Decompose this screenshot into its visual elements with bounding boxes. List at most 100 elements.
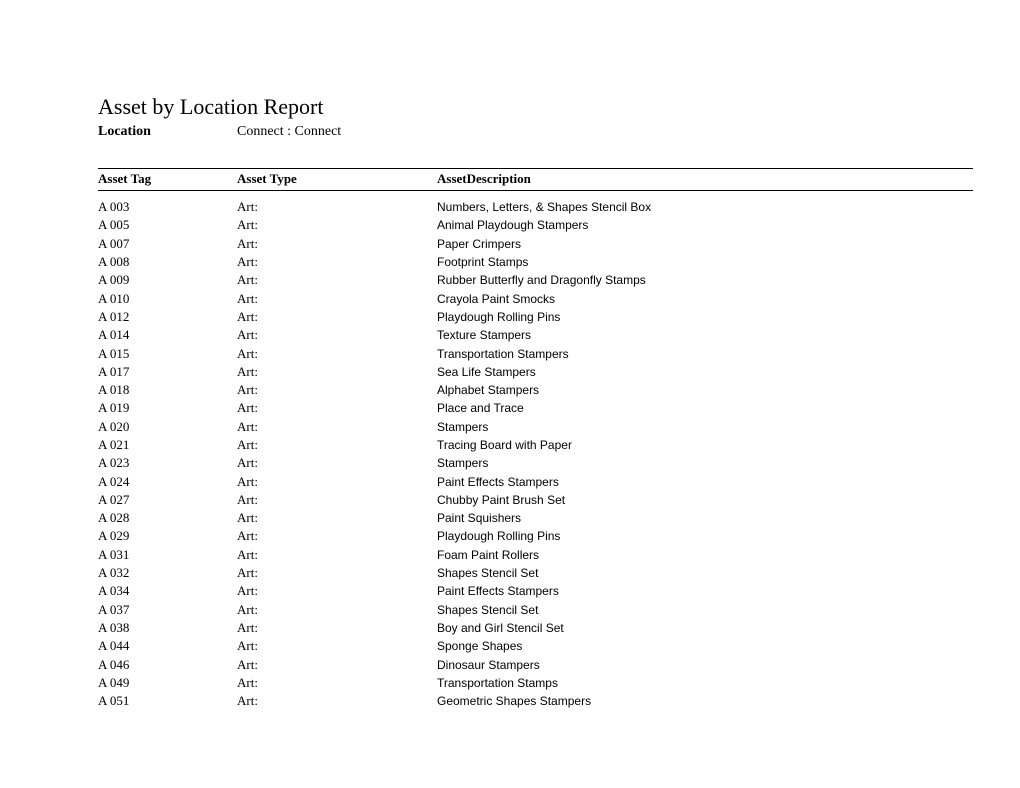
cell-asset-description: Sea Life Stampers bbox=[437, 365, 973, 379]
cell-asset-tag: A 020 bbox=[98, 419, 237, 435]
cell-asset-description: Stampers bbox=[437, 456, 973, 470]
cell-asset-description: Stampers bbox=[437, 420, 973, 434]
table-row: A 023Art:Stampers bbox=[98, 454, 973, 472]
cell-asset-description: Dinosaur Stampers bbox=[437, 658, 973, 672]
table-row: A 046Art:Dinosaur Stampers bbox=[98, 655, 973, 673]
location-value: Connect : Connect bbox=[237, 124, 341, 140]
cell-asset-tag: A 029 bbox=[98, 528, 237, 544]
table-row: A 027Art:Chubby Paint Brush Set bbox=[98, 491, 973, 509]
cell-asset-description: Paint Squishers bbox=[437, 511, 973, 525]
table-header-row: Asset Tag Asset Type AssetDescription bbox=[98, 171, 973, 190]
cell-asset-description: Rubber Butterfly and Dragonfly Stamps bbox=[437, 273, 973, 287]
table-row: A 009Art:Rubber Butterfly and Dragonfly … bbox=[98, 271, 973, 289]
cell-asset-type: Art: bbox=[237, 382, 437, 398]
table-row: A 024Art:Paint Effects Stampers bbox=[98, 472, 973, 490]
cell-asset-tag: A 028 bbox=[98, 510, 237, 526]
cell-asset-type: Art: bbox=[237, 455, 437, 471]
cell-asset-tag: A 031 bbox=[98, 547, 237, 563]
table-row: A 015Art:Transportation Stampers bbox=[98, 344, 973, 362]
table-row: A 010Art:Crayola Paint Smocks bbox=[98, 289, 973, 307]
cell-asset-type: Art: bbox=[237, 602, 437, 618]
cell-asset-description: Geometric Shapes Stampers bbox=[437, 694, 973, 708]
cell-asset-type: Art: bbox=[237, 583, 437, 599]
cell-asset-type: Art: bbox=[237, 437, 437, 453]
header-asset-description: AssetDescription bbox=[437, 171, 973, 187]
cell-asset-type: Art: bbox=[237, 474, 437, 490]
cell-asset-type: Art: bbox=[237, 419, 437, 435]
header-asset-tag: Asset Tag bbox=[98, 171, 237, 187]
cell-asset-type: Art: bbox=[237, 309, 437, 325]
table-row: A 044Art:Sponge Shapes bbox=[98, 637, 973, 655]
cell-asset-tag: A 015 bbox=[98, 346, 237, 362]
cell-asset-tag: A 034 bbox=[98, 583, 237, 599]
cell-asset-tag: A 032 bbox=[98, 565, 237, 581]
cell-asset-type: Art: bbox=[237, 199, 437, 215]
table-row: A 029Art:Playdough Rolling Pins bbox=[98, 527, 973, 545]
cell-asset-description: Boy and Girl Stencil Set bbox=[437, 621, 973, 635]
cell-asset-tag: A 007 bbox=[98, 236, 237, 252]
header-rule-bottom bbox=[98, 190, 973, 191]
cell-asset-tag: A 021 bbox=[98, 437, 237, 453]
table-row: A 017Art:Sea Life Stampers bbox=[98, 363, 973, 381]
table-row: A 019Art:Place and Trace bbox=[98, 399, 973, 417]
cell-asset-tag: A 012 bbox=[98, 309, 237, 325]
cell-asset-type: Art: bbox=[237, 510, 437, 526]
cell-asset-description: Paper Crimpers bbox=[437, 237, 973, 251]
cell-asset-tag: A 014 bbox=[98, 327, 237, 343]
cell-asset-tag: A 019 bbox=[98, 400, 237, 416]
table-row: A 018Art:Alphabet Stampers bbox=[98, 381, 973, 399]
cell-asset-description: Animal Playdough Stampers bbox=[437, 218, 973, 232]
cell-asset-tag: A 046 bbox=[98, 657, 237, 673]
table-row: A 014Art:Texture Stampers bbox=[98, 326, 973, 344]
location-label: Location bbox=[98, 124, 237, 140]
cell-asset-type: Art: bbox=[237, 492, 437, 508]
cell-asset-description: Transportation Stamps bbox=[437, 676, 973, 690]
cell-asset-tag: A 023 bbox=[98, 455, 237, 471]
table-row: A 034Art:Paint Effects Stampers bbox=[98, 582, 973, 600]
cell-asset-tag: A 008 bbox=[98, 254, 237, 270]
cell-asset-description: Transportation Stampers bbox=[437, 347, 973, 361]
cell-asset-description: Foam Paint Rollers bbox=[437, 548, 973, 562]
report-title: Asset by Location Report bbox=[98, 94, 970, 120]
cell-asset-type: Art: bbox=[237, 638, 437, 654]
cell-asset-type: Art: bbox=[237, 217, 437, 233]
cell-asset-tag: A 037 bbox=[98, 602, 237, 618]
cell-asset-type: Art: bbox=[237, 565, 437, 581]
cell-asset-description: Playdough Rolling Pins bbox=[437, 310, 973, 324]
cell-asset-tag: A 010 bbox=[98, 291, 237, 307]
cell-asset-tag: A 005 bbox=[98, 217, 237, 233]
table-row: A 049Art:Transportation Stamps bbox=[98, 674, 973, 692]
cell-asset-tag: A 027 bbox=[98, 492, 237, 508]
table-row: A 028Art:Paint Squishers bbox=[98, 509, 973, 527]
table-row: A 051Art:Geometric Shapes Stampers bbox=[98, 692, 973, 710]
location-row: Location Connect : Connect bbox=[98, 124, 970, 140]
cell-asset-description: Crayola Paint Smocks bbox=[437, 292, 973, 306]
cell-asset-type: Art: bbox=[237, 657, 437, 673]
cell-asset-description: Shapes Stencil Set bbox=[437, 566, 973, 580]
cell-asset-description: Chubby Paint Brush Set bbox=[437, 493, 973, 507]
cell-asset-description: Playdough Rolling Pins bbox=[437, 529, 973, 543]
cell-asset-tag: A 024 bbox=[98, 474, 237, 490]
cell-asset-description: Alphabet Stampers bbox=[437, 383, 973, 397]
header-asset-type: Asset Type bbox=[237, 171, 437, 187]
asset-table: Asset Tag Asset Type AssetDescription A … bbox=[98, 168, 973, 710]
cell-asset-description: Texture Stampers bbox=[437, 328, 973, 342]
table-row: A 037Art:Shapes Stencil Set bbox=[98, 601, 973, 619]
cell-asset-type: Art: bbox=[237, 236, 437, 252]
cell-asset-type: Art: bbox=[237, 528, 437, 544]
cell-asset-tag: A 044 bbox=[98, 638, 237, 654]
cell-asset-type: Art: bbox=[237, 675, 437, 691]
cell-asset-type: Art: bbox=[237, 272, 437, 288]
cell-asset-description: Numbers, Letters, & Shapes Stencil Box bbox=[437, 200, 973, 214]
cell-asset-description: Paint Effects Stampers bbox=[437, 584, 973, 598]
cell-asset-type: Art: bbox=[237, 400, 437, 416]
table-row: A 003Art:Numbers, Letters, & Shapes Sten… bbox=[98, 198, 973, 216]
cell-asset-tag: A 009 bbox=[98, 272, 237, 288]
cell-asset-description: Footprint Stamps bbox=[437, 255, 973, 269]
table-row: A 005Art:Animal Playdough Stampers bbox=[98, 216, 973, 234]
cell-asset-type: Art: bbox=[237, 291, 437, 307]
cell-asset-tag: A 038 bbox=[98, 620, 237, 636]
cell-asset-type: Art: bbox=[237, 547, 437, 563]
cell-asset-description: Tracing Board with Paper bbox=[437, 438, 973, 452]
table-body: A 003Art:Numbers, Letters, & Shapes Sten… bbox=[98, 198, 973, 710]
